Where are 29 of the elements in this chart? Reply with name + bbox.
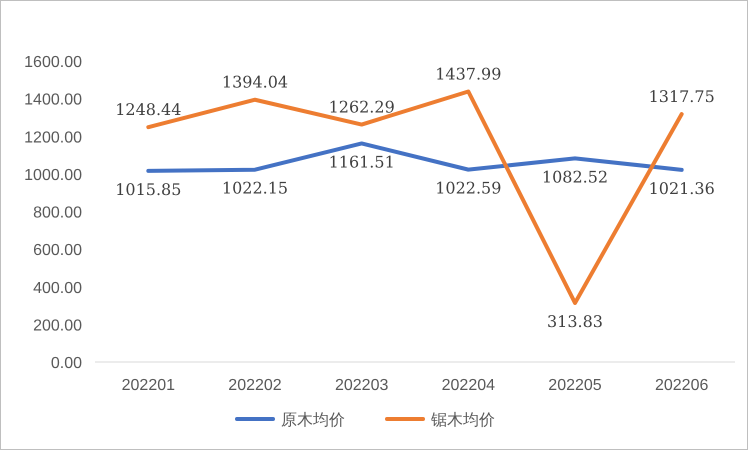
data-label: 1082.52 bbox=[542, 167, 608, 186]
data-label: 1021.36 bbox=[648, 178, 715, 198]
y-tick-label: 1600.00 bbox=[24, 54, 82, 71]
x-tick-label: 202202 bbox=[228, 377, 282, 394]
legend-label: 锯木均价 bbox=[430, 411, 495, 429]
x-tick-label: 202203 bbox=[334, 377, 388, 394]
y-tick-label: 600.00 bbox=[33, 242, 82, 260]
legend-label: 原木均价 bbox=[281, 411, 345, 429]
data-label: 1437.99 bbox=[435, 64, 502, 84]
x-tick-label: 202201 bbox=[122, 377, 176, 394]
y-tick-label: 1000.00 bbox=[24, 166, 82, 184]
data-label: 1022.59 bbox=[435, 178, 502, 198]
x-tick-label: 202206 bbox=[654, 377, 708, 394]
data-label: 1022.15 bbox=[222, 178, 288, 198]
data-label: 1161.51 bbox=[328, 152, 395, 172]
y-tick-label: 0.00 bbox=[50, 355, 82, 372]
data-label: 1015.85 bbox=[115, 180, 182, 199]
data-label: 1262.29 bbox=[328, 98, 395, 117]
data-label: 1394.04 bbox=[222, 72, 288, 92]
x-tick-label: 202204 bbox=[442, 377, 496, 394]
y-tick-label: 1400.00 bbox=[24, 92, 82, 109]
data-label: 313.83 bbox=[547, 312, 603, 331]
y-tick-label: 400.00 bbox=[33, 280, 82, 297]
y-tick-label: 1200.00 bbox=[24, 129, 82, 146]
y-tick-label: 800.00 bbox=[33, 204, 82, 222]
y-tick-label: 200.00 bbox=[33, 317, 82, 334]
x-tick-label: 202205 bbox=[548, 377, 602, 394]
data-label: 1317.75 bbox=[648, 87, 715, 106]
data-label: 1248.44 bbox=[115, 100, 182, 120]
